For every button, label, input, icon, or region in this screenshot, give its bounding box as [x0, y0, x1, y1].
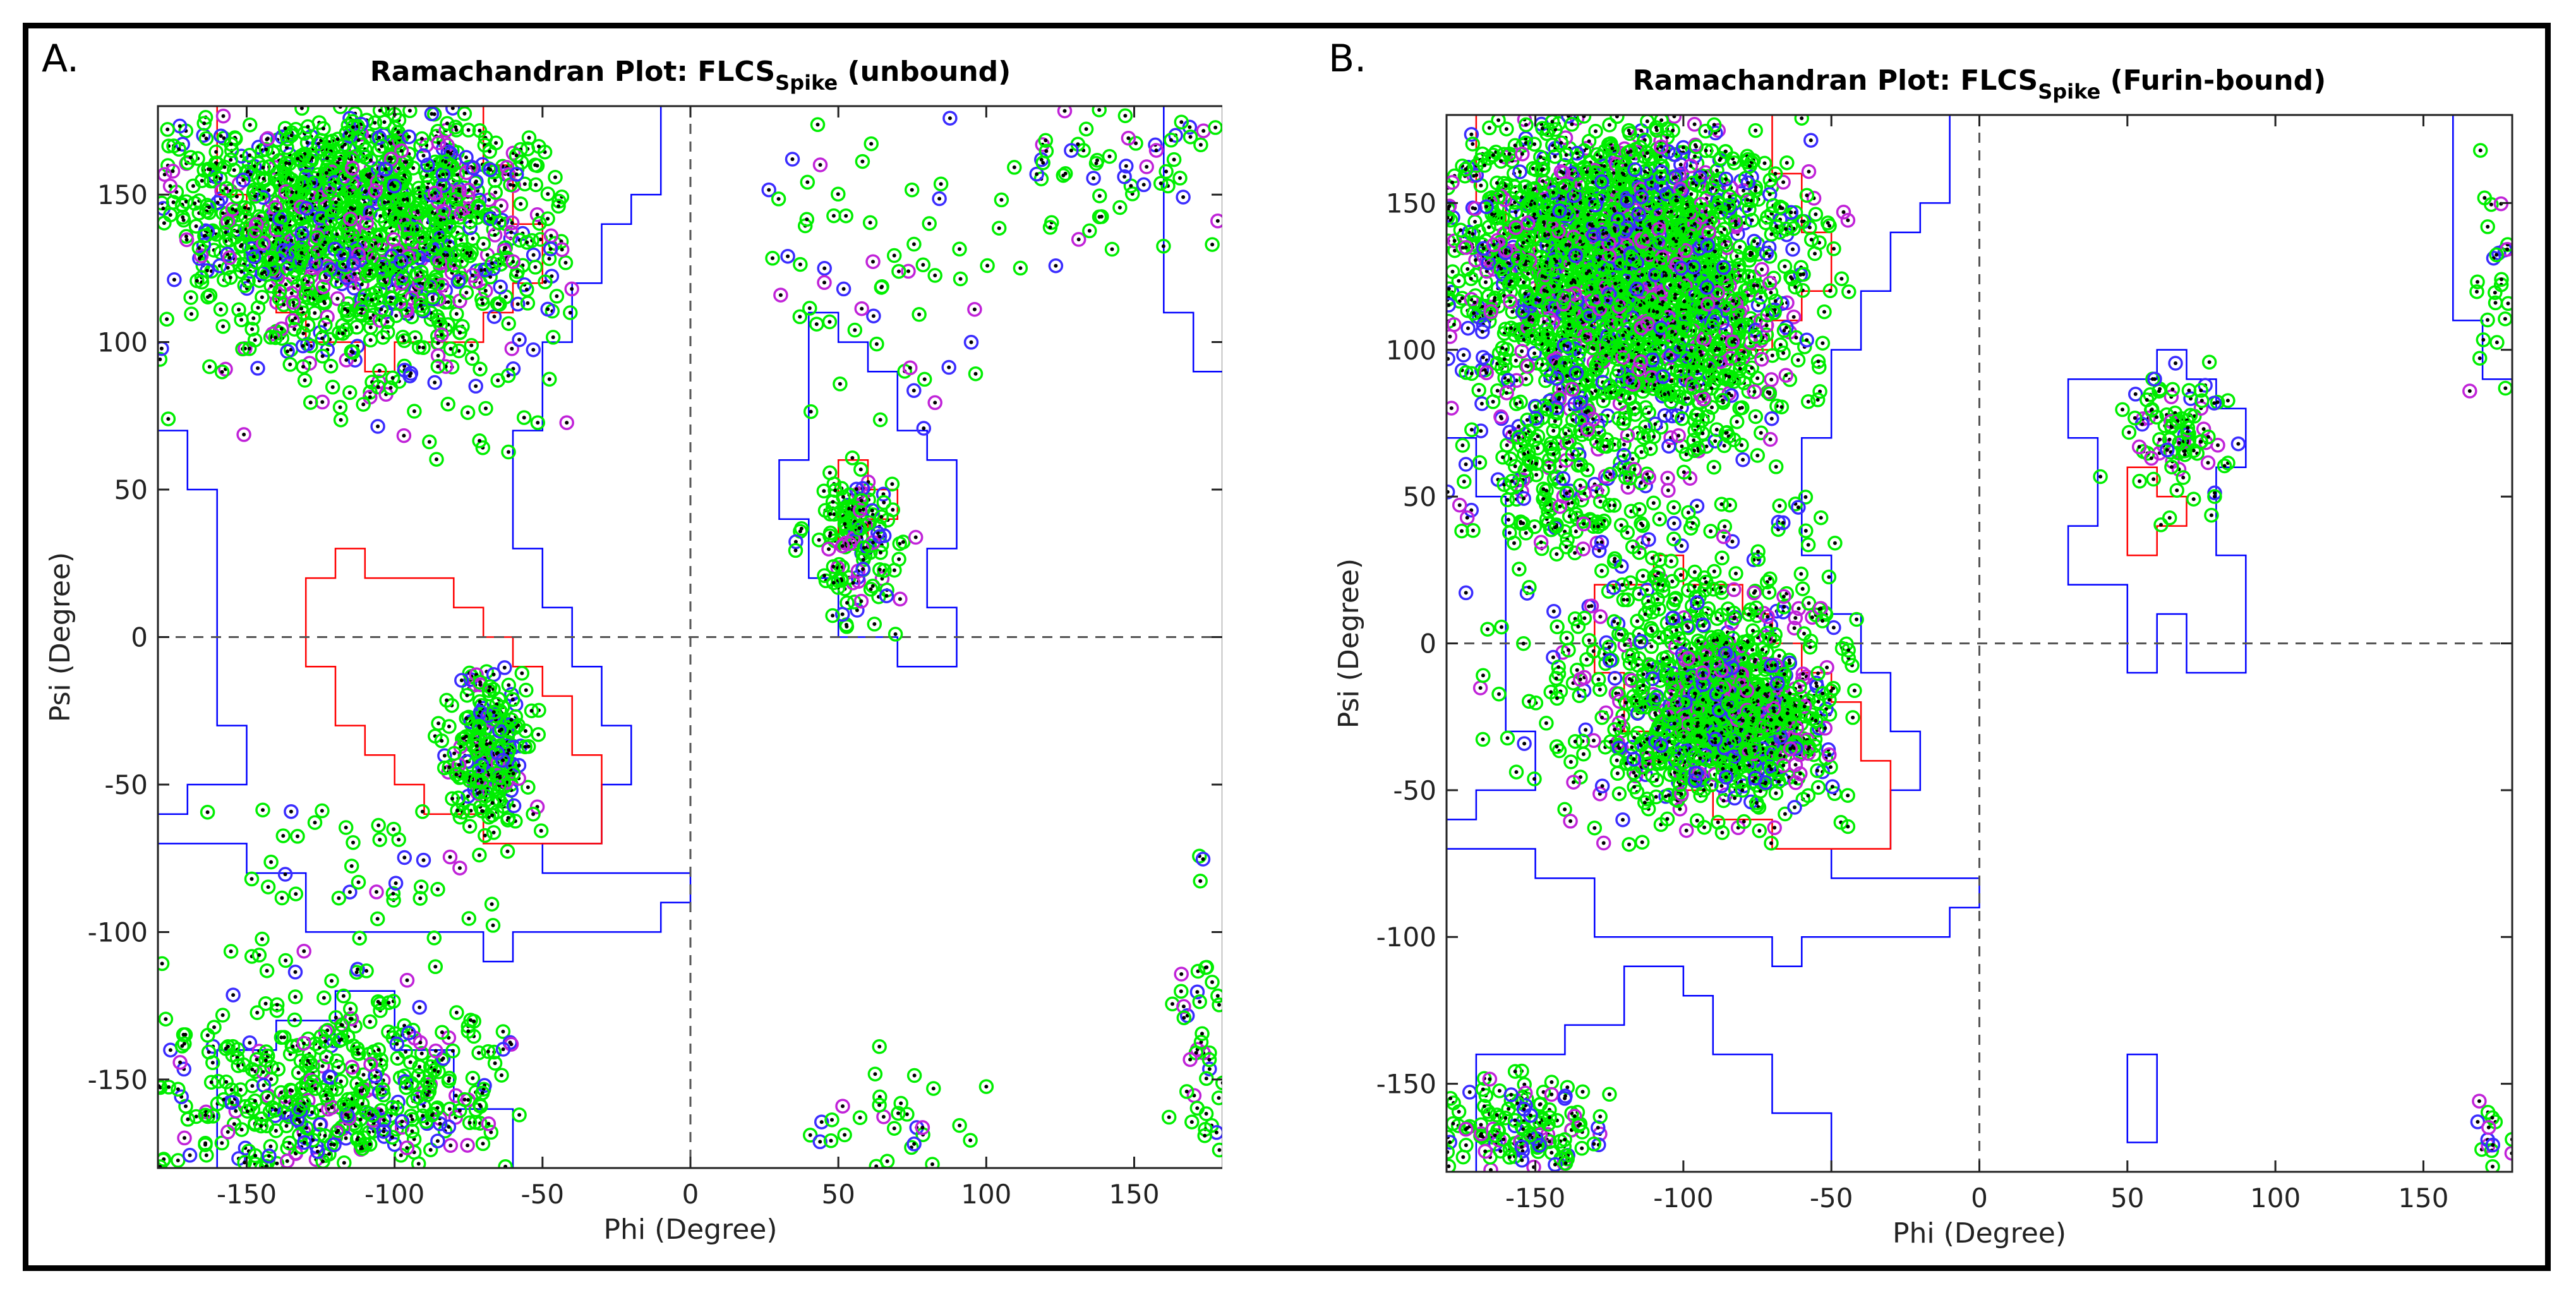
chart-title: Ramachandran Plot: FLCSSpike (unbound): [370, 56, 1011, 95]
allowed-region-outline-4: [1163, 106, 1222, 373]
data-point: [215, 108, 231, 124]
x-tick-label: 50: [821, 1179, 855, 1210]
core-region-outline-2: [304, 548, 603, 845]
y-tick-label: 100: [97, 327, 148, 358]
data-point: [503, 224, 519, 240]
data-point: [521, 130, 537, 145]
data-point: [187, 196, 203, 211]
data-point: [213, 301, 229, 317]
data-point: [538, 274, 553, 290]
data-point: [445, 106, 460, 116]
y-tick-label: -100: [88, 917, 148, 948]
data-point: [558, 255, 574, 270]
data-points: [158, 106, 1222, 1168]
x-tick-label: -100: [364, 1179, 424, 1210]
data-point: [540, 211, 555, 227]
data-point: [551, 198, 566, 214]
x-axis-label: Phi (Degree): [603, 1214, 777, 1246]
data-point: [179, 232, 195, 248]
y-tick-label: -50: [104, 769, 148, 800]
data-point: [427, 239, 442, 255]
allowed-region-outline-1: [158, 106, 692, 963]
panel-label-b: B.: [1328, 37, 1367, 81]
data-point: [188, 219, 204, 234]
data-point: [517, 176, 533, 192]
data-point: [540, 186, 556, 202]
data-point: [363, 205, 378, 220]
data-point: [317, 234, 333, 250]
data-point: [564, 281, 579, 297]
data-point: [472, 123, 488, 138]
data-point: [335, 256, 351, 272]
data-point: [402, 106, 418, 119]
data-point: [215, 319, 231, 334]
data-point: [279, 140, 294, 155]
x-tick-label: 0: [682, 1179, 699, 1210]
data-point: [475, 296, 490, 311]
data-point: [242, 117, 258, 133]
data-point: [434, 277, 450, 293]
y-tick-label: 150: [97, 179, 148, 210]
data-point: [548, 169, 563, 185]
x-tick-label: -50: [521, 1179, 565, 1210]
data-point: [554, 242, 570, 257]
data-point: [231, 302, 246, 318]
data-point: [526, 342, 541, 358]
data-point: [424, 106, 440, 121]
data-point: [285, 313, 300, 328]
data-point: [198, 131, 214, 146]
data-point: [493, 198, 509, 214]
x-tick-label: 150: [1109, 1179, 1159, 1210]
y-tick-label: 50: [114, 474, 148, 505]
y-tick-label: -150: [88, 1064, 148, 1095]
data-point: [510, 296, 526, 312]
data-point: [183, 290, 198, 305]
data-point: [196, 116, 212, 131]
data-point: [528, 177, 544, 193]
data-point: [220, 214, 236, 229]
figure-border: [23, 23, 2551, 1271]
panel-label-a: A.: [42, 37, 80, 81]
data-point: [159, 311, 174, 327]
y-axis-label: Psi (Degree): [44, 552, 76, 722]
data-point: [255, 289, 270, 305]
data-point: [186, 178, 201, 194]
data-point: [504, 341, 520, 356]
y-tick-label: 0: [131, 622, 148, 653]
x-tick-label: 100: [961, 1179, 1011, 1210]
data-point: [527, 260, 543, 275]
data-point: [410, 203, 425, 219]
x-tick-label: -150: [217, 1179, 277, 1210]
ramachandran-plot-furin-bound: -150 -100 -50 0 50 100 150-150-100-50050100150…: [1333, 64, 2513, 1250]
ramachandran-plot-unbound: -150 -100 -50 0 50 100 150 -150 -100 -50 0 50 100 150…: [44, 56, 1222, 1246]
data-point: [330, 291, 346, 306]
